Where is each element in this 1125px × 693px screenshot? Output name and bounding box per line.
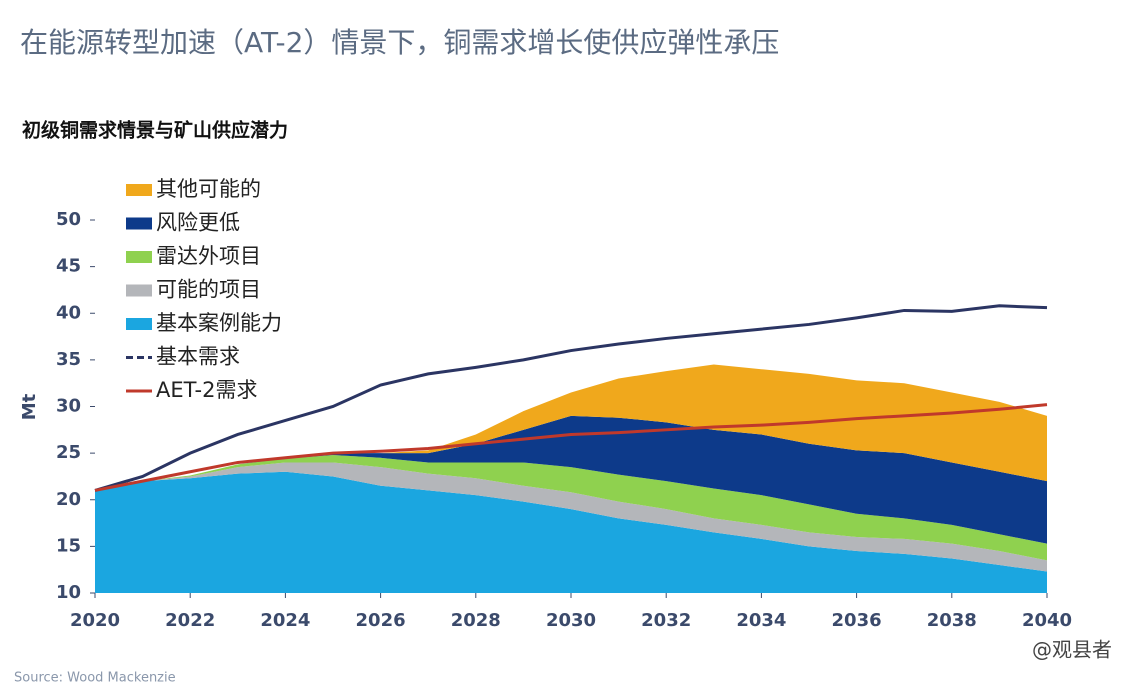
x-tick-label: 2038 (927, 610, 977, 631)
x-tick-label: 2030 (546, 610, 596, 631)
y-tick-label: 40 (56, 302, 81, 323)
line (94, 304, 1048, 492)
watermark: @观县者 (1032, 638, 1112, 662)
y-tick-label: 10 (56, 582, 81, 603)
legend-label: 可能的项目 (156, 278, 261, 302)
x-tick-label: 2040 (1022, 610, 1072, 631)
source: Source: Wood Mackenzie (14, 671, 176, 686)
legend-label: 基本需求 (156, 345, 240, 369)
x-tick-label: 2034 (736, 610, 786, 631)
legend-label: 雷达外项目 (156, 244, 261, 268)
y-tick-label: 35 (56, 349, 81, 370)
x-tick-label: 2024 (260, 610, 310, 631)
legend-label: 基本案例能力 (156, 311, 282, 335)
x-tick-label: 2026 (356, 610, 406, 631)
x-tick-label: 2032 (641, 610, 691, 631)
area (95, 454, 1047, 561)
chart-subtitle: 初级铜需求情景与矿山供应潜力 (22, 119, 288, 142)
legend-swatch (126, 251, 152, 263)
area (95, 462, 1047, 572)
x-tick-label: 2022 (165, 610, 215, 631)
legend-label: 其他可能的 (156, 177, 261, 201)
y-axis-label: Mt (19, 393, 40, 420)
area (95, 415, 1047, 544)
legend-swatch (126, 284, 152, 297)
y-tick-label: 30 (56, 396, 81, 417)
y-tick-label: 45 (56, 256, 81, 277)
chart-title: 在能源转型加速（AT-2）情景下，铜需求增长使供应弹性承压 (20, 26, 779, 59)
legend-swatch (126, 217, 152, 230)
y-tick-label: 50 (56, 209, 81, 230)
x-tick-label: 2028 (451, 610, 501, 631)
x-tick-label: 2020 (70, 610, 120, 631)
line (94, 403, 1048, 492)
y-tick-label: 25 (56, 442, 81, 463)
y-tick-label: 15 (56, 535, 81, 556)
y-tick-label: 20 (56, 489, 81, 510)
legend-label: AET-2需求 (156, 378, 257, 402)
legend-swatch (126, 318, 152, 330)
x-tick-label: 2036 (832, 610, 882, 631)
legend-swatch (126, 184, 152, 196)
area (95, 364, 1047, 491)
legend-label: 风险更低 (156, 211, 240, 235)
area (95, 471, 1047, 593)
